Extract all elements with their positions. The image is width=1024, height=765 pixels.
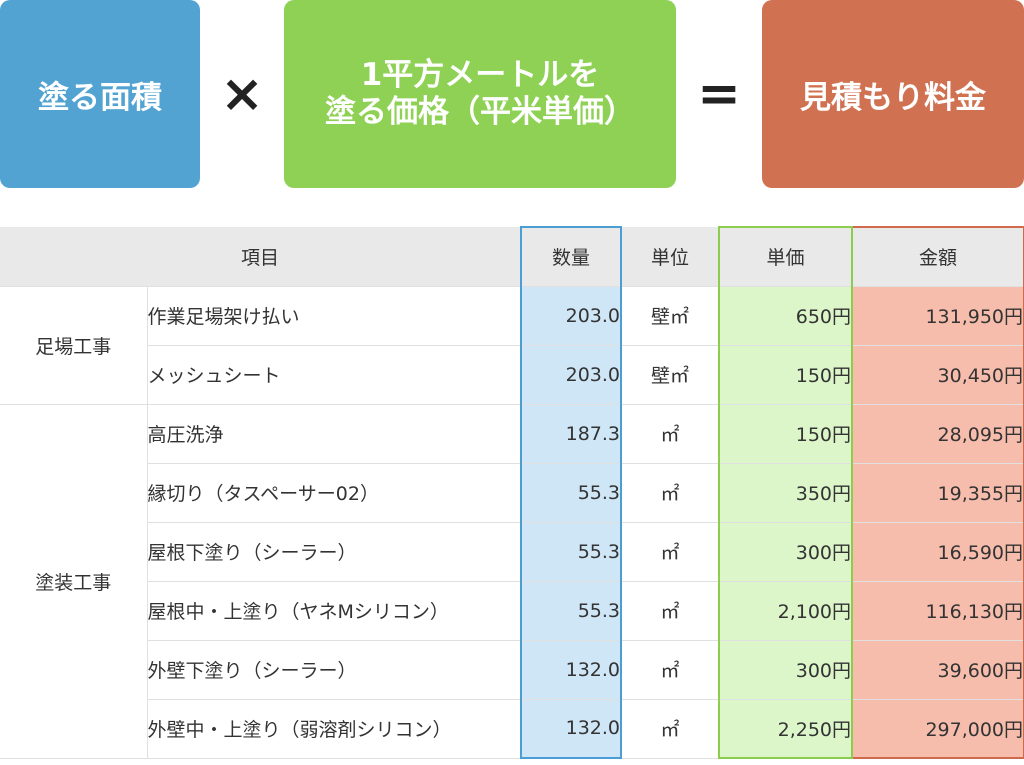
unit-price-cell: 2,100円 <box>718 581 854 641</box>
table-row: 足場工事 作業足場架け払い 203.0 壁㎡ 650円 131,950円 <box>0 286 1024 405</box>
unit-price-cell: 300円 <box>718 640 854 700</box>
category-cell: 塗装工事 <box>0 404 148 759</box>
unit-price-cell: 300円 <box>718 522 854 582</box>
multiply-sign: × <box>220 64 264 124</box>
item-cell: 縁切り（タスペーサー02） <box>147 463 522 523</box>
amount-cell: 19,355円 <box>851 463 1024 523</box>
area-box: 塗る面積 <box>0 0 200 188</box>
unit-price-line-1: 1平方メートルを <box>360 57 600 93</box>
unit-cell: ㎡ <box>621 522 720 582</box>
unit-cell: ㎡ <box>621 404 720 464</box>
unit-cell: ㎡ <box>621 463 720 523</box>
qty-cell: 132.0 <box>520 640 623 700</box>
qty-cell: 187.3 <box>520 404 623 464</box>
amount-cell: 297,000円 <box>851 699 1024 759</box>
unit-cell: 壁㎡ <box>621 286 720 346</box>
header-qty: 数量 <box>520 226 623 287</box>
amount-cell: 116,130円 <box>851 581 1024 641</box>
item-cell: 高圧洗浄 <box>147 404 522 464</box>
unit-price-cell: 650円 <box>718 286 854 346</box>
qty-cell: 55.3 <box>520 581 623 641</box>
amount-cell: 39,600円 <box>851 640 1024 700</box>
amount-cell: 28,095円 <box>851 404 1024 464</box>
table-header-row: 項目 数量 単位 単価 金額 <box>0 226 1024 287</box>
header-unit-price: 単価 <box>718 226 854 287</box>
amount-cell: 131,950円 <box>851 286 1024 346</box>
amount-cell: 30,450円 <box>851 345 1024 405</box>
estimate-table: 項目 数量 単位 単価 金額 足場工事 作業足場架け払い 203.0 壁㎡ 65… <box>0 226 1024 759</box>
unit-price-cell: 150円 <box>718 404 854 464</box>
table-row: 外壁中・上塗り（弱溶剤シリコン） 132.0 ㎡ 2,250円 297,000円 <box>0 699 1024 759</box>
table-row: 外壁下塗り（シーラー） 132.0 ㎡ 300円 39,600円 <box>0 640 1024 700</box>
amount-cell: 16,590円 <box>851 522 1024 582</box>
total-label: 見積もり料金 <box>800 79 986 116</box>
unit-cell: ㎡ <box>621 699 720 759</box>
qty-cell: 132.0 <box>520 699 623 759</box>
total-box: 見積もり料金 <box>762 0 1024 188</box>
header-item: 項目 <box>0 227 522 287</box>
item-cell: 屋根下塗り（シーラー） <box>147 522 522 582</box>
table-row: 縁切り（タスペーサー02） 55.3 ㎡ 350円 19,355円 <box>0 463 1024 523</box>
item-cell: 外壁中・上塗り（弱溶剤シリコン） <box>147 699 522 759</box>
category-cell: 足場工事 <box>0 286 148 405</box>
qty-cell: 203.0 <box>520 286 623 346</box>
qty-cell: 55.3 <box>520 522 623 582</box>
table-row: 屋根中・上塗り（ヤネMシリコン） 55.3 ㎡ 2,100円 116,130円 <box>0 581 1024 641</box>
area-label: 塗る面積 <box>38 79 162 116</box>
qty-cell: 55.3 <box>520 463 623 523</box>
item-cell: 屋根中・上塗り（ヤネMシリコン） <box>147 581 522 641</box>
table-row: 屋根下塗り（シーラー） 55.3 ㎡ 300円 16,590円 <box>0 522 1024 582</box>
item-cell: 外壁下塗り（シーラー） <box>147 640 522 700</box>
table-row: 塗装工事 高圧洗浄 187.3 ㎡ 150円 28,095円 <box>0 404 1024 759</box>
unit-cell: ㎡ <box>621 640 720 700</box>
equals-sign: = <box>697 64 741 124</box>
item-cell: 作業足場架け払い <box>147 286 522 346</box>
unit-price-cell: 2,250円 <box>718 699 854 759</box>
unit-price-box: 1平方メートルを 塗る価格（平米単価） <box>284 0 676 188</box>
unit-cell: 壁㎡ <box>621 345 720 405</box>
unit-price-line-2: 塗る価格（平米単価） <box>325 94 635 130</box>
unit-price-cell: 350円 <box>718 463 854 523</box>
item-cell: メッシュシート <box>147 345 522 405</box>
table-row: メッシュシート 203.0 壁㎡ 150円 30,450円 <box>0 345 1024 405</box>
unit-price-cell: 150円 <box>718 345 854 405</box>
unit-cell: ㎡ <box>621 581 720 641</box>
qty-cell: 203.0 <box>520 345 623 405</box>
header-amount: 金額 <box>851 226 1024 287</box>
header-unit: 単位 <box>621 227 720 287</box>
